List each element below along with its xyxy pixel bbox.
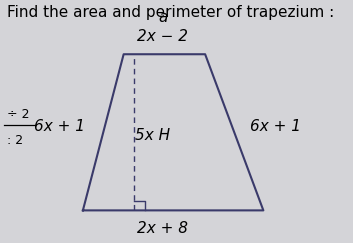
Text: a: a <box>158 9 168 25</box>
Text: 6x + 1: 6x + 1 <box>250 119 300 134</box>
Text: ÷ 2: ÷ 2 <box>7 108 30 121</box>
Text: 5x H: 5x H <box>135 128 170 143</box>
Text: 6x + 1: 6x + 1 <box>34 119 85 134</box>
Text: : 2: : 2 <box>7 134 23 147</box>
Text: 2x + 8: 2x + 8 <box>137 221 189 236</box>
Text: 2x − 2: 2x − 2 <box>137 29 189 44</box>
Text: Find the area and perimeter of trapezium :: Find the area and perimeter of trapezium… <box>7 5 334 20</box>
